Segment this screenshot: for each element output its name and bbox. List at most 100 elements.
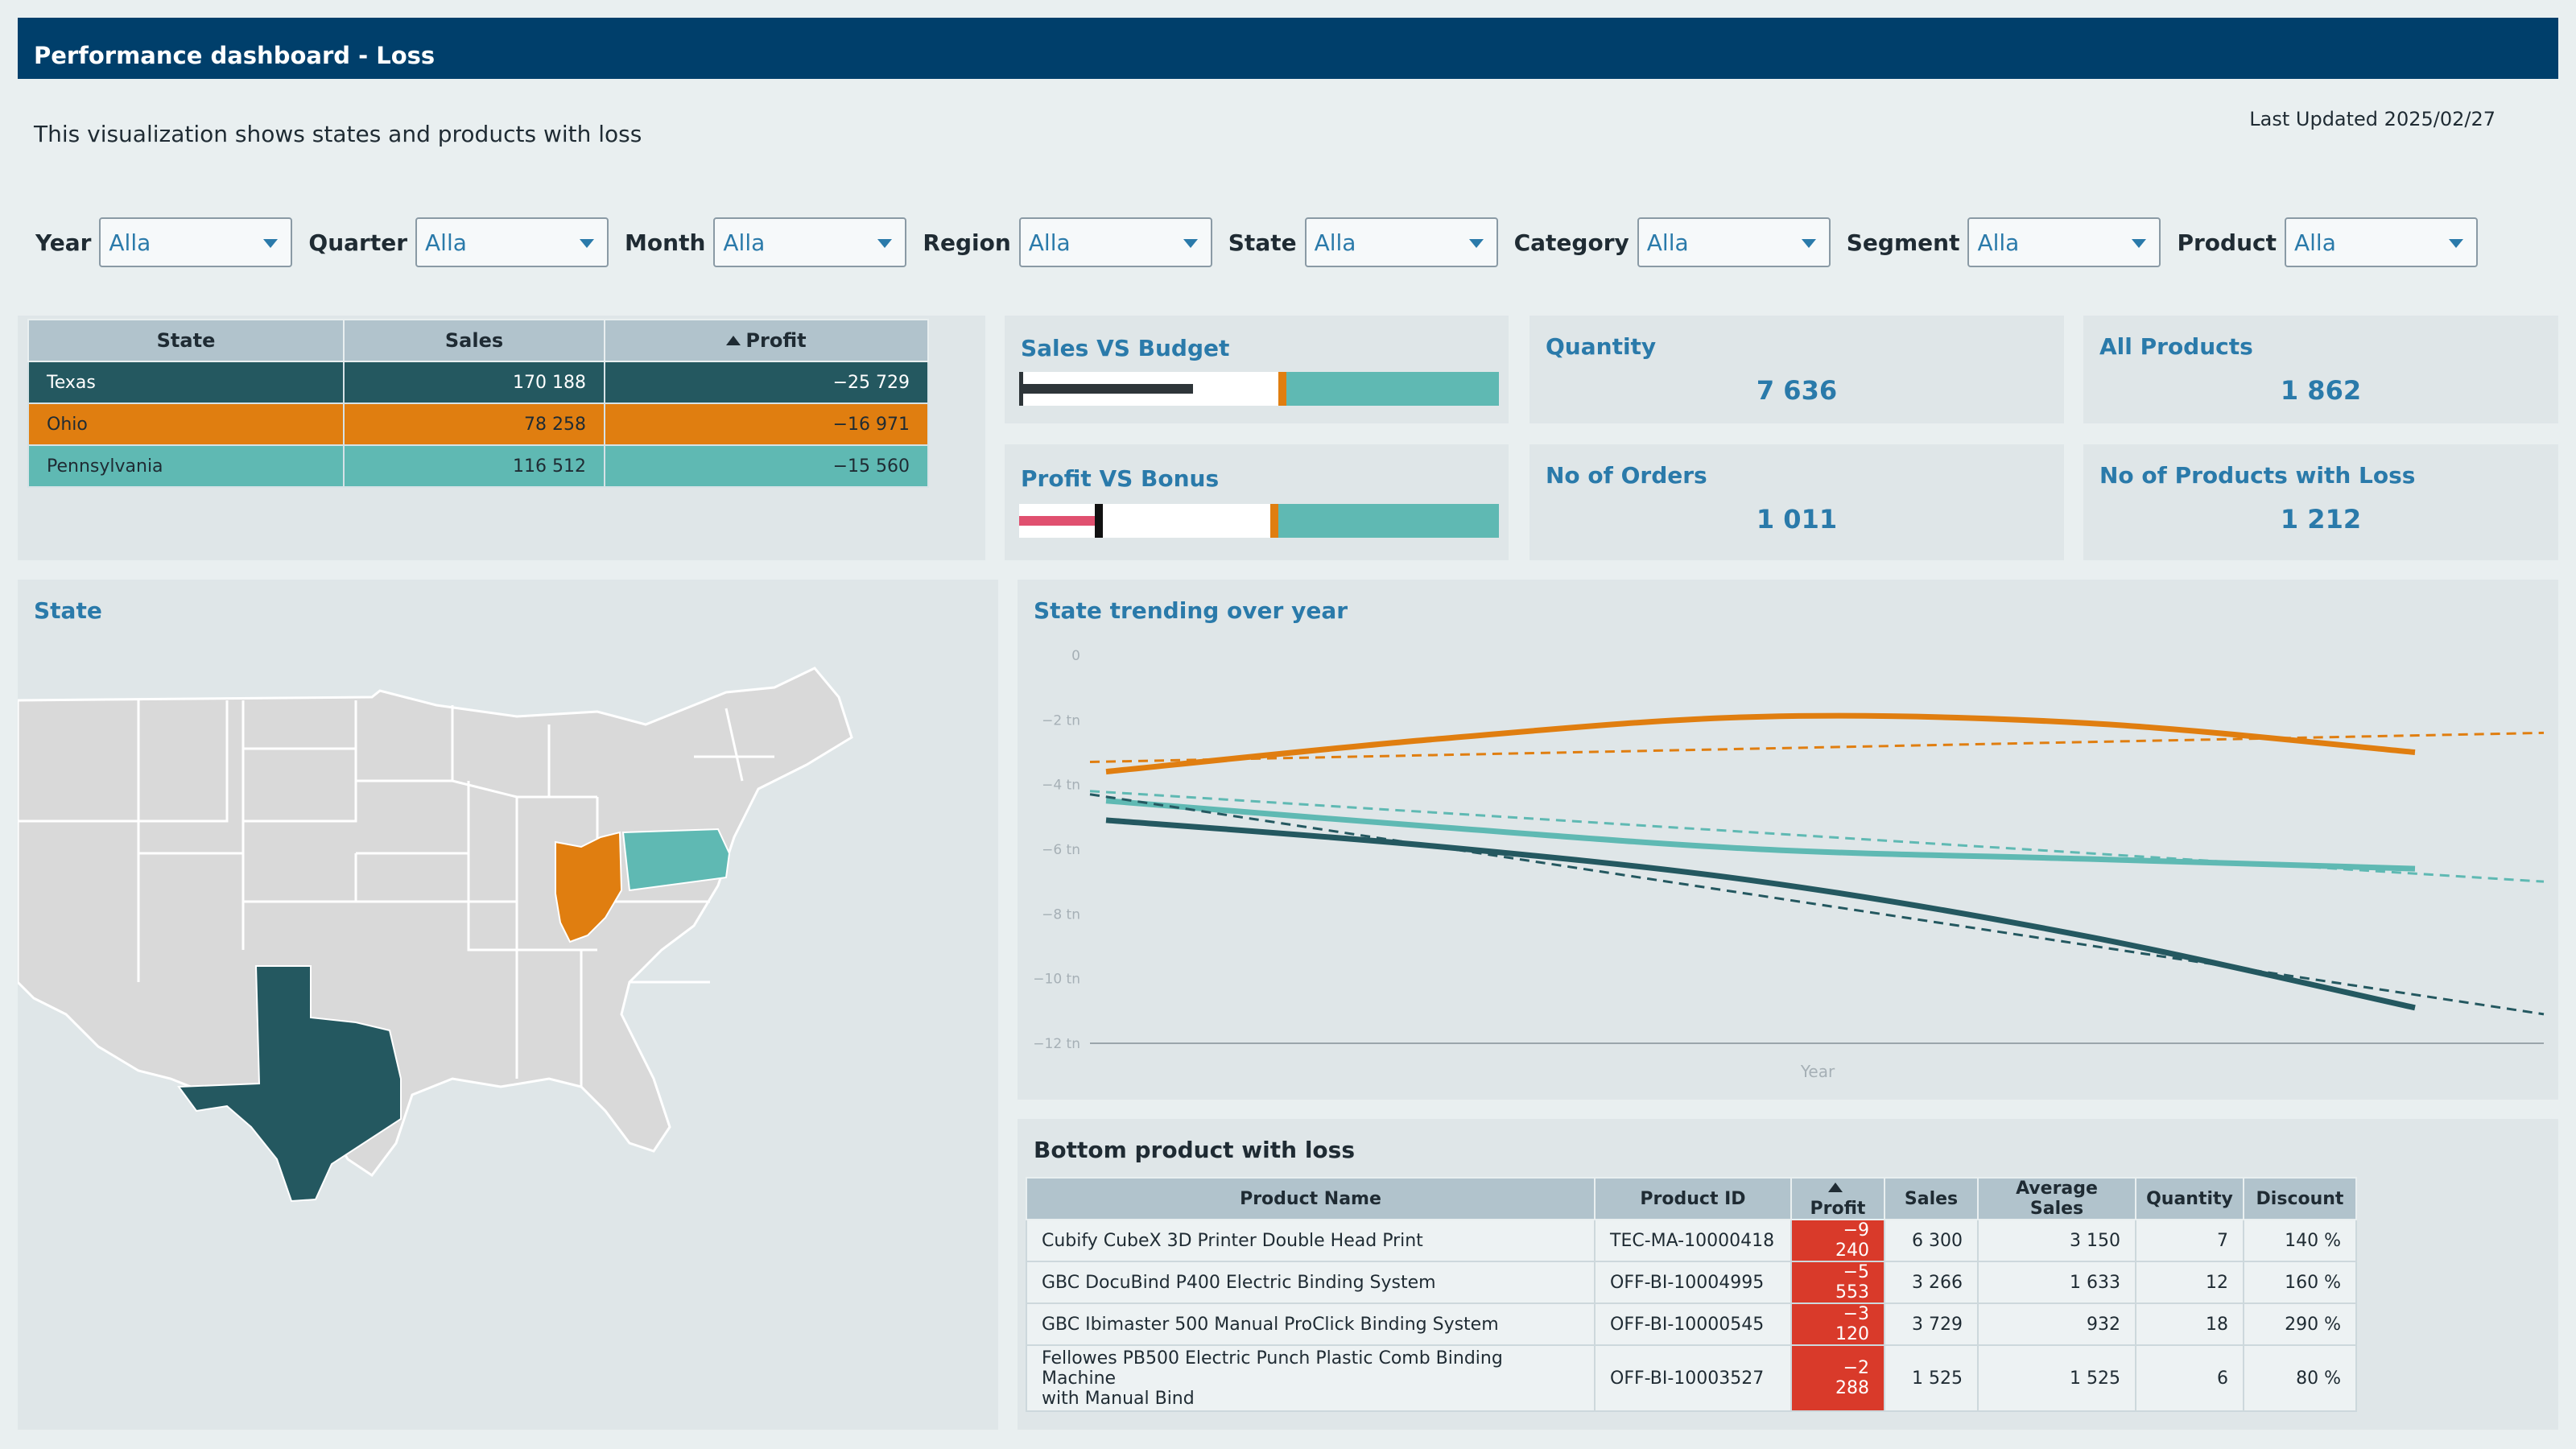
cell-state: Ohio [27, 402, 345, 446]
product-name-line-1: Fellowes PB500 Electric Punch Plastic Co… [1042, 1348, 1503, 1389]
cell-profit: −16 971 [604, 402, 929, 446]
state-trend-chart[interactable]: 0 −2 tn −4 tn −6 tn −8 tn −10 tn −12 tn Year [1018, 580, 2558, 1100]
cell-product-id: TEC-MA-10000418 [1594, 1219, 1792, 1262]
products-loss-kpi-card: No of Products with Loss 1 212 [2083, 444, 2558, 560]
chevron-down-icon [2132, 239, 2147, 248]
cell-sales: 3 729 [1884, 1302, 1979, 1346]
select-value: Alla [109, 229, 151, 256]
texas-shape[interactable] [177, 965, 402, 1203]
chevron-down-icon [1183, 239, 1198, 248]
chevron-down-icon [263, 239, 279, 248]
series-line-texas[interactable] [1105, 817, 2416, 1011]
cell-profit: −15 560 [604, 444, 929, 488]
column-header-quantity[interactable]: Quantity [2135, 1177, 2244, 1220]
bonus-band [1275, 504, 1499, 538]
orders-kpi-title: No of Orders [1546, 462, 1707, 489]
column-header-average-sales[interactable]: Average Sales [1977, 1177, 2136, 1220]
table-row-ohio[interactable]: Ohio 78 258 −16 971 [27, 402, 929, 446]
last-updated: Last Updated 2025/02/27 [2249, 108, 2496, 130]
series-line-pennsylvania[interactable] [1105, 798, 2416, 872]
select-value: Alla [1314, 229, 1356, 256]
us-map[interactable] [18, 660, 903, 1208]
table-row-pennsylvania[interactable]: Pennsylvania 116 512 −15 560 [27, 444, 929, 488]
segment-select[interactable]: Alla [1967, 217, 2161, 267]
border [724, 708, 744, 782]
series-line-ohio[interactable] [1105, 712, 2416, 775]
state-trend-card: State trending over year 0 −2 tn −4 tn −6 t… [1018, 580, 2558, 1100]
cell-average-sales: 1 633 [1977, 1261, 2136, 1304]
quarter-select[interactable]: Alla [415, 217, 609, 267]
border [452, 779, 597, 799]
state-trend-title: State trending over year [1034, 597, 1348, 624]
column-header-discount[interactable]: Discount [2243, 1177, 2357, 1220]
y-tick-label: −4 tn [1042, 778, 1080, 794]
table-row[interactable]: GBC DocuBind P400 Electric Binding Syste… [1026, 1261, 2357, 1304]
profit-vs-bonus-bullet[interactable] [1019, 504, 1499, 538]
cell-sales: 3 266 [1884, 1261, 1979, 1304]
trend-line-ohio [1089, 731, 2545, 764]
state-select[interactable]: Alla [1304, 217, 1498, 267]
table-row[interactable]: GBC Ibimaster 500 Manual ProClick Bindin… [1026, 1302, 2357, 1346]
cell-sales: 6 300 [1884, 1219, 1979, 1262]
dashboard-subtitle: This visualization shows states and prod… [34, 121, 642, 147]
ohio-shape[interactable] [555, 831, 623, 943]
table-row[interactable]: Cubify CubeX 3D Printer Double Head Prin… [1026, 1219, 2357, 1262]
column-header-profit[interactable]: Profit [604, 319, 929, 362]
y-tick-label: −2 tn [1042, 712, 1080, 729]
quantity-kpi-card: Quantity 7 636 [1530, 316, 2064, 423]
filter-product: Product Alla [2177, 217, 2478, 267]
filter-region: Region Alla [923, 217, 1212, 267]
filter-bar: Year Alla Quarter Alla Month Alla Region… [35, 217, 2494, 267]
sales-vs-budget-card: Sales VS Budget [1005, 316, 1509, 423]
column-header-product-name[interactable]: Product Name [1026, 1177, 1596, 1220]
product-name-line-2: with Manual Bind [1042, 1388, 1195, 1409]
select-value: Alla [1028, 229, 1071, 256]
table-row-texas[interactable]: Texas 170 188 −25 729 [27, 361, 929, 404]
cell-average-sales: 932 [1977, 1302, 2136, 1346]
cell-average-sales: 3 150 [1977, 1219, 2136, 1262]
column-header-state[interactable]: State [27, 319, 345, 362]
column-header-product-id[interactable]: Product ID [1594, 1177, 1792, 1220]
cell-sales: 170 188 [343, 361, 605, 404]
trend-line-texas [1089, 793, 2545, 1016]
quantity-kpi-title: Quantity [1546, 333, 1657, 360]
cell-product-name: GBC Ibimaster 500 Manual ProClick Bindin… [1026, 1302, 1596, 1346]
sales-vs-budget-bullet[interactable] [1019, 372, 1499, 406]
border [467, 853, 597, 952]
column-header-sales[interactable]: Sales [343, 319, 605, 362]
filter-label: Year [35, 229, 92, 256]
quantity-kpi-value: 7 636 [1756, 375, 1838, 406]
dashboard-header: Performance dashboard - Loss [18, 18, 2558, 79]
border [243, 749, 357, 823]
column-header-sales[interactable]: Sales [1884, 1177, 1979, 1220]
cell-profit: −25 729 [604, 361, 929, 404]
sort-ascending-icon [1828, 1183, 1843, 1192]
cell-quantity: 6 [2135, 1344, 2244, 1412]
state-table: State Sales Profit Texas 170 188 −25 729… [27, 319, 929, 488]
product-select[interactable]: Alla [2284, 217, 2478, 267]
bottom-product-title: Bottom product with loss [1034, 1137, 1355, 1163]
all-products-kpi-value: 1 862 [2280, 375, 2362, 406]
year-select[interactable]: Alla [99, 217, 293, 267]
state-borders [18, 700, 774, 1087]
column-header-profit[interactable]: Profit [1790, 1177, 1885, 1220]
profit-bar [1019, 516, 1096, 526]
table-row[interactable]: Fellowes PB500 Electric Punch Plastic Co… [1026, 1344, 2357, 1412]
cell-sales: 1 525 [1884, 1344, 1979, 1412]
category-select[interactable]: Alla [1637, 217, 1831, 267]
sort-ascending-icon [726, 336, 741, 345]
y-tick-label: −6 tn [1042, 842, 1080, 858]
chevron-down-icon [580, 239, 595, 248]
month-select[interactable]: Alla [713, 217, 907, 267]
products-loss-kpi-title: No of Products with Loss [2099, 462, 2416, 489]
cell-product-id: OFF-BI-10004995 [1594, 1261, 1792, 1304]
cell-state: Pennsylvania [27, 444, 345, 488]
profit-vs-bonus-card: Profit VS Bonus [1005, 444, 1509, 560]
cell-product-name: Fellowes PB500 Electric Punch Plastic Co… [1026, 1344, 1596, 1412]
filter-label: Product [2177, 229, 2277, 256]
all-products-kpi-card: All Products 1 862 [2083, 316, 2558, 423]
select-value: Alla [2293, 229, 2336, 256]
pennsylvania-shape[interactable] [621, 828, 731, 892]
orders-kpi-value: 1 011 [1756, 504, 1838, 535]
region-select[interactable]: Alla [1018, 217, 1212, 267]
